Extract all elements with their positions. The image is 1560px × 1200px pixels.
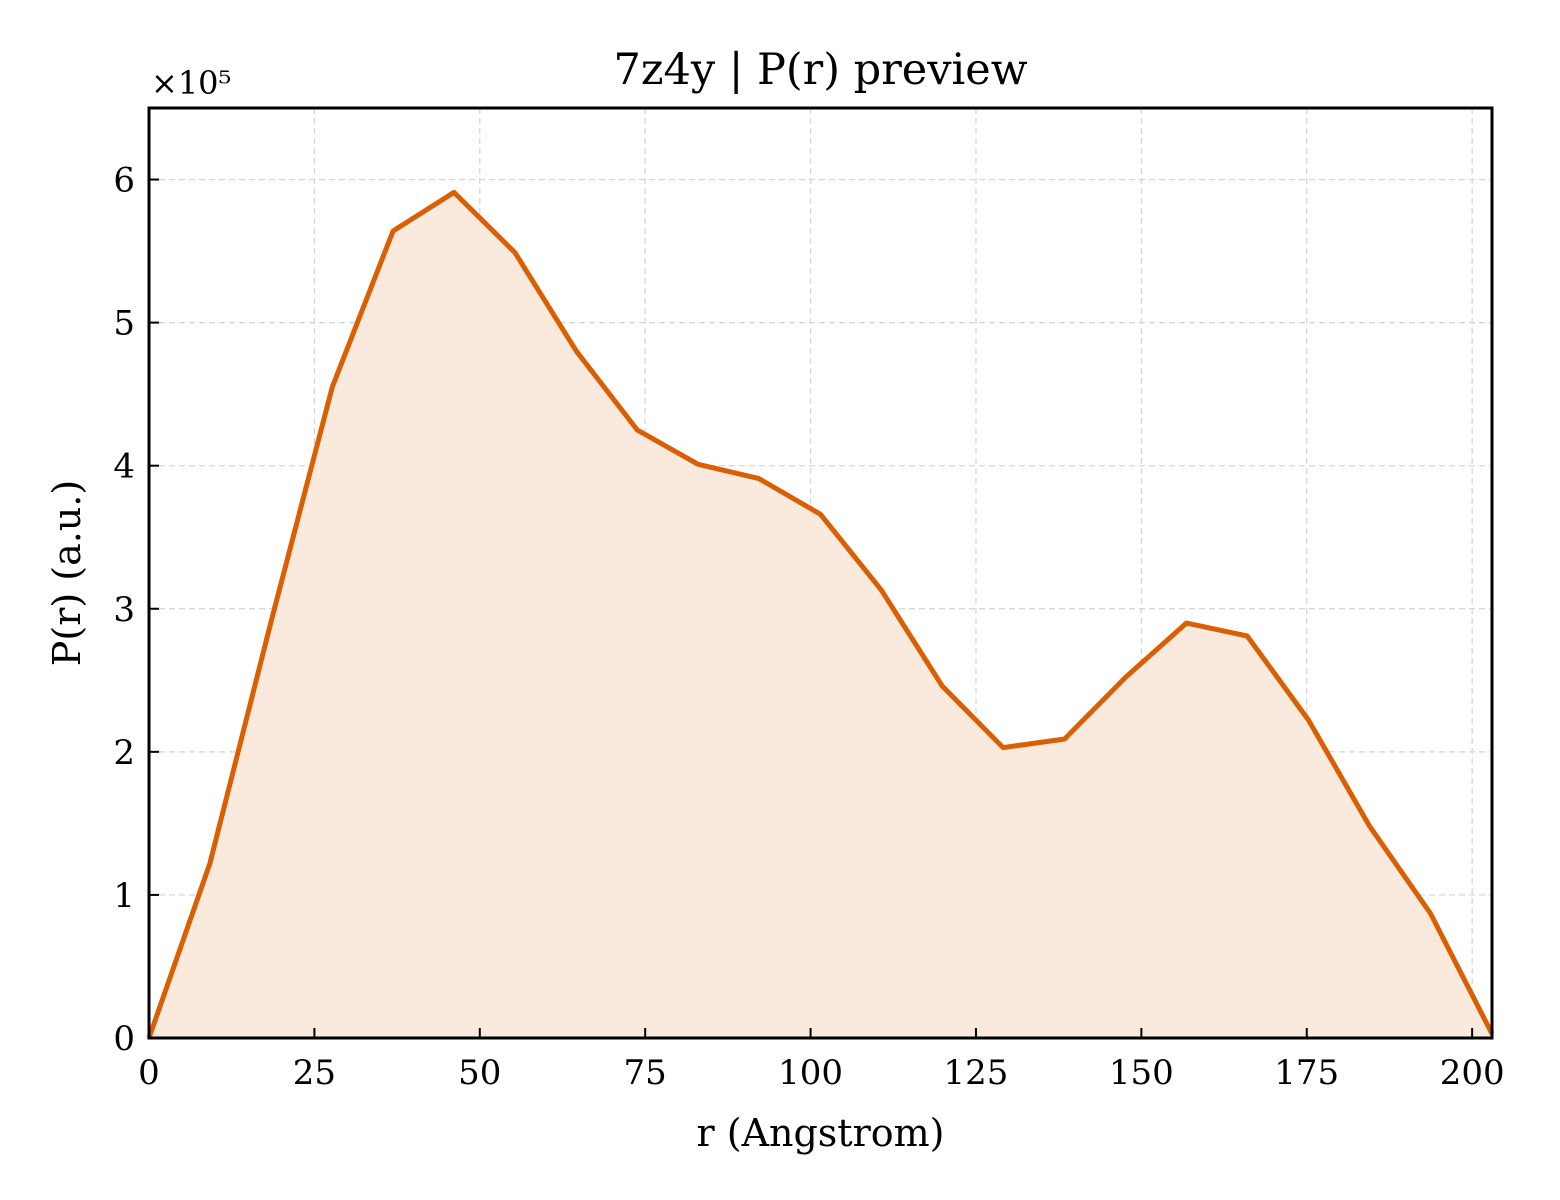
y-tick-label: 3 [113,590,135,630]
series-line [146,189,1495,1039]
x-axis-label: r (Angstrom) [697,1111,945,1155]
y-tick-label: 2 [113,733,135,773]
x-tick-label: 100 [778,1053,843,1093]
plot-frame [147,106,1494,1040]
y-tick-label: 0 [113,1019,135,1059]
y-axis-label: P(r) (a.u.) [45,480,89,666]
x-tick-label: 0 [138,1053,160,1093]
y-tick-label: 5 [113,304,135,344]
y-tick-label: 4 [113,447,135,487]
x-tick-label: 175 [1274,1053,1339,1093]
x-tick-label: 75 [624,1053,667,1093]
x-tick-label: 200 [1440,1053,1505,1093]
x-tick-label: 150 [1109,1053,1174,1093]
ticks: 0 25 50 75 100 125 150 175 200 0 1 2 3 4 5 6 [113,161,1504,1093]
y-tick-label: 1 [113,876,135,916]
x-tick-label: 50 [458,1053,501,1093]
chart-title: 7z4y | P(r) preview [613,45,1027,95]
y-tick-label: 6 [113,161,135,201]
area-fill [149,192,1492,1038]
y-multiplier-label: ×10⁵ [151,64,231,102]
x-tick-label: 125 [944,1053,1009,1093]
x-tick-label: 25 [293,1053,336,1093]
